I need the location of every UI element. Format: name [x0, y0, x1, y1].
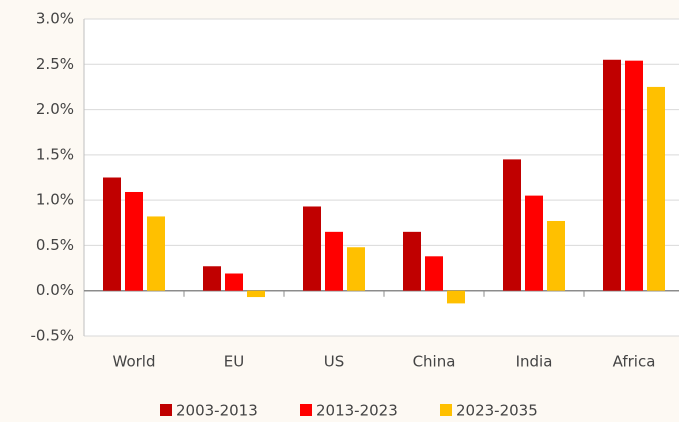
bar — [247, 290, 265, 298]
bar — [103, 177, 121, 291]
bar — [425, 256, 443, 291]
y-tick-label: -0.5% — [30, 327, 74, 345]
bar — [347, 247, 365, 291]
bar — [147, 216, 165, 291]
legend-swatch — [160, 404, 172, 416]
bar — [303, 206, 321, 291]
bar — [125, 191, 143, 291]
legend-label: 2013-2023 — [316, 402, 398, 420]
bar — [625, 60, 643, 291]
x-tick-label: EU — [224, 353, 244, 371]
bar — [525, 195, 543, 291]
bar — [547, 220, 565, 291]
y-tick-label: 2.5% — [36, 55, 74, 73]
bar — [647, 86, 665, 291]
legend-swatch — [300, 404, 312, 416]
x-tick-label: US — [324, 353, 345, 371]
y-tick-label: 2.0% — [36, 100, 74, 118]
y-tick-label: 0.0% — [36, 281, 74, 299]
bar — [503, 159, 521, 291]
bar — [447, 290, 465, 304]
y-tick-label: 0.5% — [36, 236, 74, 254]
y-tick-label: 3.0% — [36, 10, 74, 28]
bar — [225, 273, 243, 291]
legend-label: 2003-2013 — [176, 402, 258, 420]
bar — [603, 59, 621, 291]
bar — [203, 266, 221, 291]
bar — [325, 231, 343, 291]
legend-label: 2023-2035 — [456, 402, 538, 420]
x-tick-label: India — [516, 353, 553, 371]
y-tick-label: 1.5% — [36, 145, 74, 163]
legend-swatch — [440, 404, 452, 416]
bar — [403, 231, 421, 291]
x-tick-label: China — [413, 353, 456, 371]
x-tick-label: Africa — [613, 353, 656, 371]
y-tick-label: 1.0% — [36, 191, 74, 209]
plot-area — [84, 19, 679, 336]
x-tick-label: World — [113, 353, 156, 371]
